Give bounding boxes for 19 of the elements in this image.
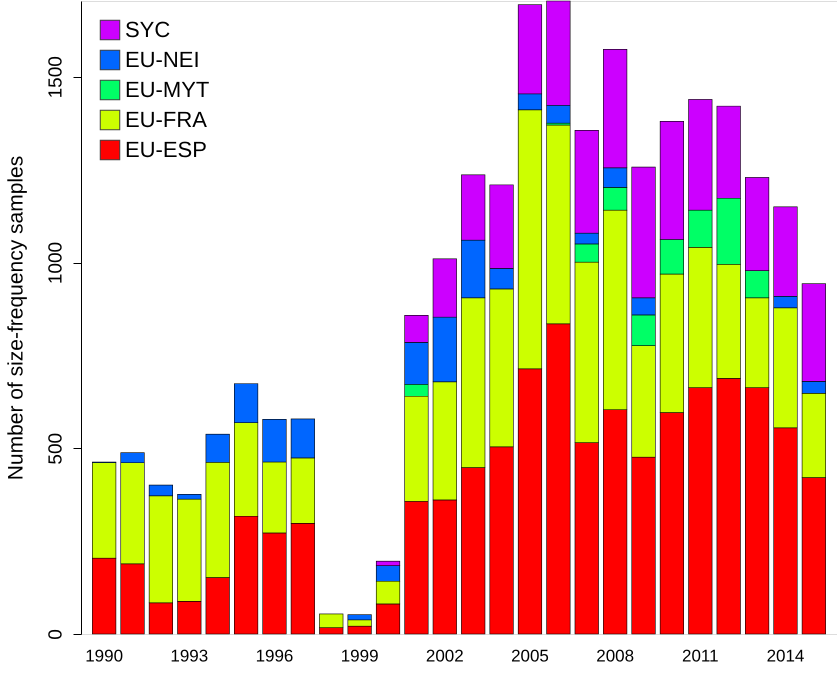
y-tick-label: 1500 [46,56,66,98]
legend-label: EU-NEI [125,47,200,72]
x-tick-label: 1990 [85,646,124,666]
legend-label: EU-MYT [125,77,210,102]
x-tick-label: 1993 [170,646,208,666]
x-tick-label: 2002 [426,646,464,666]
x-tick-label: 1999 [340,646,379,666]
x-tick-label: 2005 [511,646,549,666]
x-tick-label: 2014 [766,646,804,666]
y-tick-label: 500 [46,432,66,465]
legend-label: EU-FRA [125,107,208,132]
x-tick-label: 2008 [596,646,634,666]
legend-label: EU-ESP [125,137,207,162]
y-tick-label: 1000 [46,242,66,284]
y-tick-label: 0 [46,629,66,640]
y-axis-title: Number of size-frequency samples [4,156,28,480]
legend-label: SYC [125,17,170,42]
x-tick-label: 1996 [256,646,294,666]
x-tick-label: 2011 [682,646,719,666]
